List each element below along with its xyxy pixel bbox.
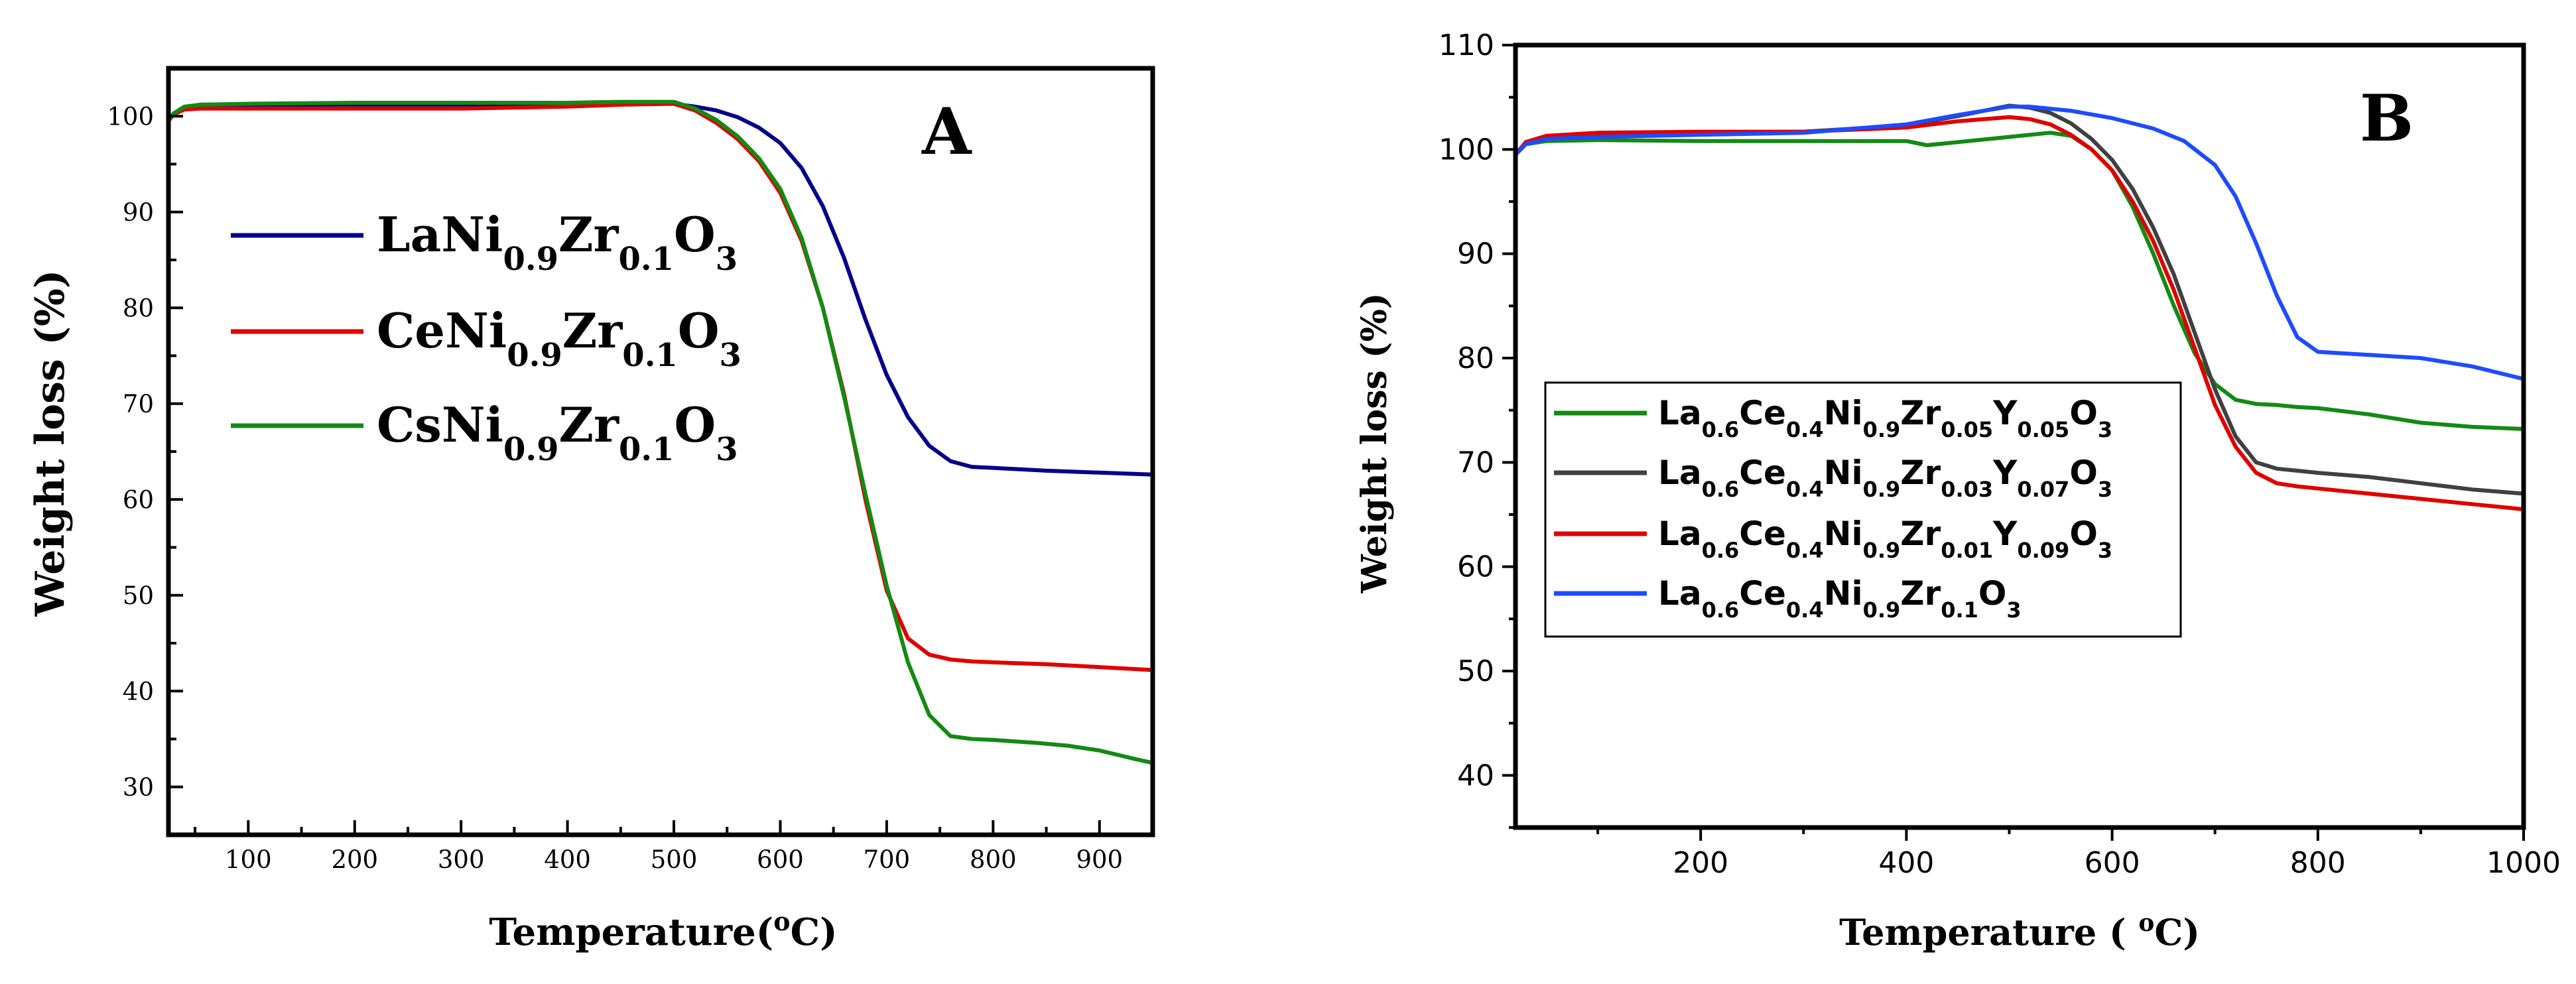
- panel-a-letter: A: [921, 94, 972, 169]
- panel-a-x-tick-label: 300: [438, 845, 485, 874]
- panel-a-x-ticks: 100 200 300 400 500 600 700 800 900: [194, 820, 1154, 874]
- panel-b-plot-frame: [1513, 42, 2526, 830]
- panel-b-legend-label-1: La0.6Ce0.4Ni0.9Zr0.05Y0.05O3: [1658, 394, 2112, 442]
- panel-a-y-tick-label: 60: [123, 485, 154, 514]
- panel-a-series-line-1: [166, 101, 1153, 477]
- panel-a-x-tick-label: 500: [651, 845, 698, 874]
- panel-b-series-line-4: [1513, 104, 2524, 381]
- panel-b-y-ticks: 40 50 60 70 80 90 100 110: [1439, 29, 1515, 829]
- panel-a-legend-label-1: LaNi0.9Zr0.1O3: [377, 206, 738, 278]
- panel-b-letter: B: [2360, 81, 2414, 156]
- panel-a-legend: LaNi0.9Zr0.1O3 CeNi0.9Zr0.1O3 CsNi0.9Zr0.1…: [231, 206, 741, 468]
- panel-b-legend-label-4: La0.6Ce0.4Ni0.9Zr0.1O3: [1658, 574, 2022, 623]
- panel-b: 200 400 600 800 1000 40 50 60 70 80 90 100 110 B La…: [1354, 29, 2561, 953]
- panel-a-x-tick-label: 800: [970, 845, 1017, 874]
- panel-a-y-ticks: 30 40 50 60 70 80 90 100: [107, 67, 183, 802]
- panel-b-x-tick-label: 800: [2290, 846, 2346, 880]
- panel-a-x-tick-label: 200: [331, 845, 378, 874]
- panel-a-series-line-3: [166, 99, 1153, 765]
- panel-b-y-tick-label: 50: [1457, 654, 1494, 688]
- panel-a: 100 200 300 400 500 600 700 800 900 30 40 50 60 70 80…: [27, 66, 1155, 955]
- panel-a-x-tick-label: 900: [1076, 845, 1123, 874]
- panel-a-legend-label-2: CeNi0.9Zr0.1O3: [377, 302, 741, 374]
- panel-b-legend-label-2: La0.6Ce0.4Ni0.9Zr0.03Y0.07O3: [1658, 454, 2112, 502]
- panel-a-series-line-2: [166, 101, 1153, 672]
- panel-a-series-group: [166, 99, 1153, 765]
- panel-a-x-tick-label: 400: [544, 845, 591, 874]
- panel-a-legend-label-3: CsNi0.9Zr0.1O3: [377, 397, 738, 468]
- panel-a-x-axis-title: Temperature(oC): [489, 906, 837, 955]
- panel-b-x-ticks: 200 400 600 800 1000: [1596, 828, 2561, 880]
- panel-b-y-tick-label: 60: [1457, 550, 1494, 584]
- panel-b-legend: La0.6Ce0.4Ni0.9Zr0.05Y0.05O3 La0.6Ce0.4Ni…: [1554, 394, 2112, 623]
- panel-b-legend-label-3: La0.6Ce0.4Ni0.9Zr0.01Y0.09O3: [1658, 515, 2112, 563]
- panel-b-legend-box: [1544, 381, 2182, 638]
- panel-a-x-tick-label: 700: [864, 845, 911, 874]
- panel-b-y-tick-label: 70: [1457, 446, 1494, 479]
- panel-b-y-tick-label: 100: [1439, 133, 1494, 166]
- panel-b-x-tick-label: 600: [2085, 846, 2140, 880]
- panel-b-y-tick-label: 110: [1439, 29, 1494, 62]
- panel-b-x-tick-label: 1000: [2486, 846, 2561, 880]
- panel-a-y-tick-label: 30: [123, 773, 154, 802]
- panel-a-y-tick-label: 70: [123, 390, 154, 418]
- panel-a-y-tick-label: 80: [123, 294, 154, 322]
- panel-b-y-axis-title: Weight loss (%): [1354, 293, 1395, 594]
- panel-b-y-tick-label: 40: [1457, 759, 1494, 792]
- panel-b-series-line-3: [1513, 115, 2524, 512]
- panel-b-series-group: [1513, 103, 2524, 512]
- panel-b-x-tick-label: 400: [1878, 846, 1934, 880]
- panel-a-y-tick-label: 50: [123, 582, 154, 610]
- panel-a-y-axis-title: Weight loss (%): [27, 270, 74, 617]
- panel-b-y-tick-label: 90: [1457, 237, 1494, 271]
- panel-a-y-tick-label: 90: [123, 198, 154, 227]
- panel-a-y-tick-label: 40: [123, 677, 154, 706]
- panel-b-y-tick-label: 80: [1457, 341, 1494, 375]
- panel-a-x-tick-label: 100: [225, 845, 272, 874]
- panel-a-y-tick-label: 100: [107, 102, 154, 131]
- panel-b-x-tick-label: 200: [1673, 846, 1728, 880]
- panel-a-x-tick-label: 600: [757, 845, 804, 874]
- panel-b-x-axis-title: Temperature ( oC): [1839, 909, 2200, 953]
